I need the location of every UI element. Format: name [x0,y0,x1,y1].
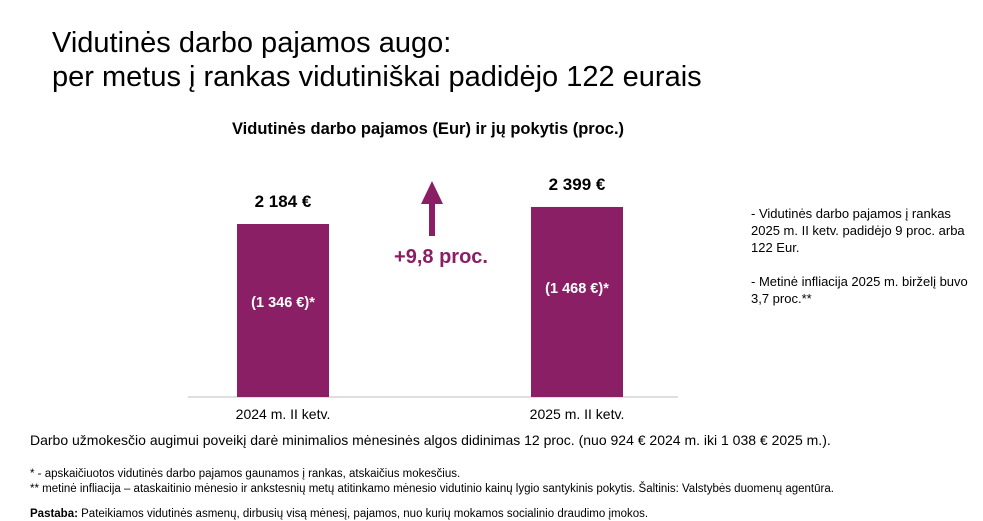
bar-value-label: 2 399 € [549,175,606,194]
note-inflation: - Metinė infliacija 2025 m. birželį buvo… [751,274,968,306]
footnote-3-text: Pateikiamos vidutinės asmenų, dirbusių v… [77,508,649,520]
page-title: Vidutinės darbo pajamos augo: [52,27,452,59]
remark-text: Darbo užmokesčio augimui poveikį darė mi… [30,432,831,448]
bar-inner-label: (1 468 €)* [545,281,609,297]
change-label: +9,8 proc. [394,246,488,268]
x-tick-label: 2024 m. II ketv. [236,406,331,422]
note-income: - Vidutinės darbo pajamos į rankas 2025 … [751,206,965,255]
bar-inner-label: (1 346 €)* [251,295,315,311]
side-notes: - Vidutinės darbo pajamos į rankas 2025 … [751,205,976,307]
footnote-3: Pastaba: Pateikiamos vidutinės asmenų, d… [30,508,648,520]
footnote-3-label: Pastaba: [30,508,78,520]
bar-1 [237,224,329,397]
chart-title: Vidutinės darbo pajamos (Eur) ir jų poky… [231,120,625,138]
bar-value-label: 2 184 € [255,192,312,211]
arrow-up-head [421,181,443,204]
footnote-2: ** metinė infliacija – ataskaitinio mėne… [30,483,834,495]
x-tick-label: 2025 m. II ketv. [530,406,625,422]
bar-2 [531,206,623,397]
footnote-1: * - apskaičiuotos vidutinės darbo pajamo… [30,468,461,480]
page-subtitle: per metus į rankas vidutiniškai padidėjo… [52,61,702,93]
